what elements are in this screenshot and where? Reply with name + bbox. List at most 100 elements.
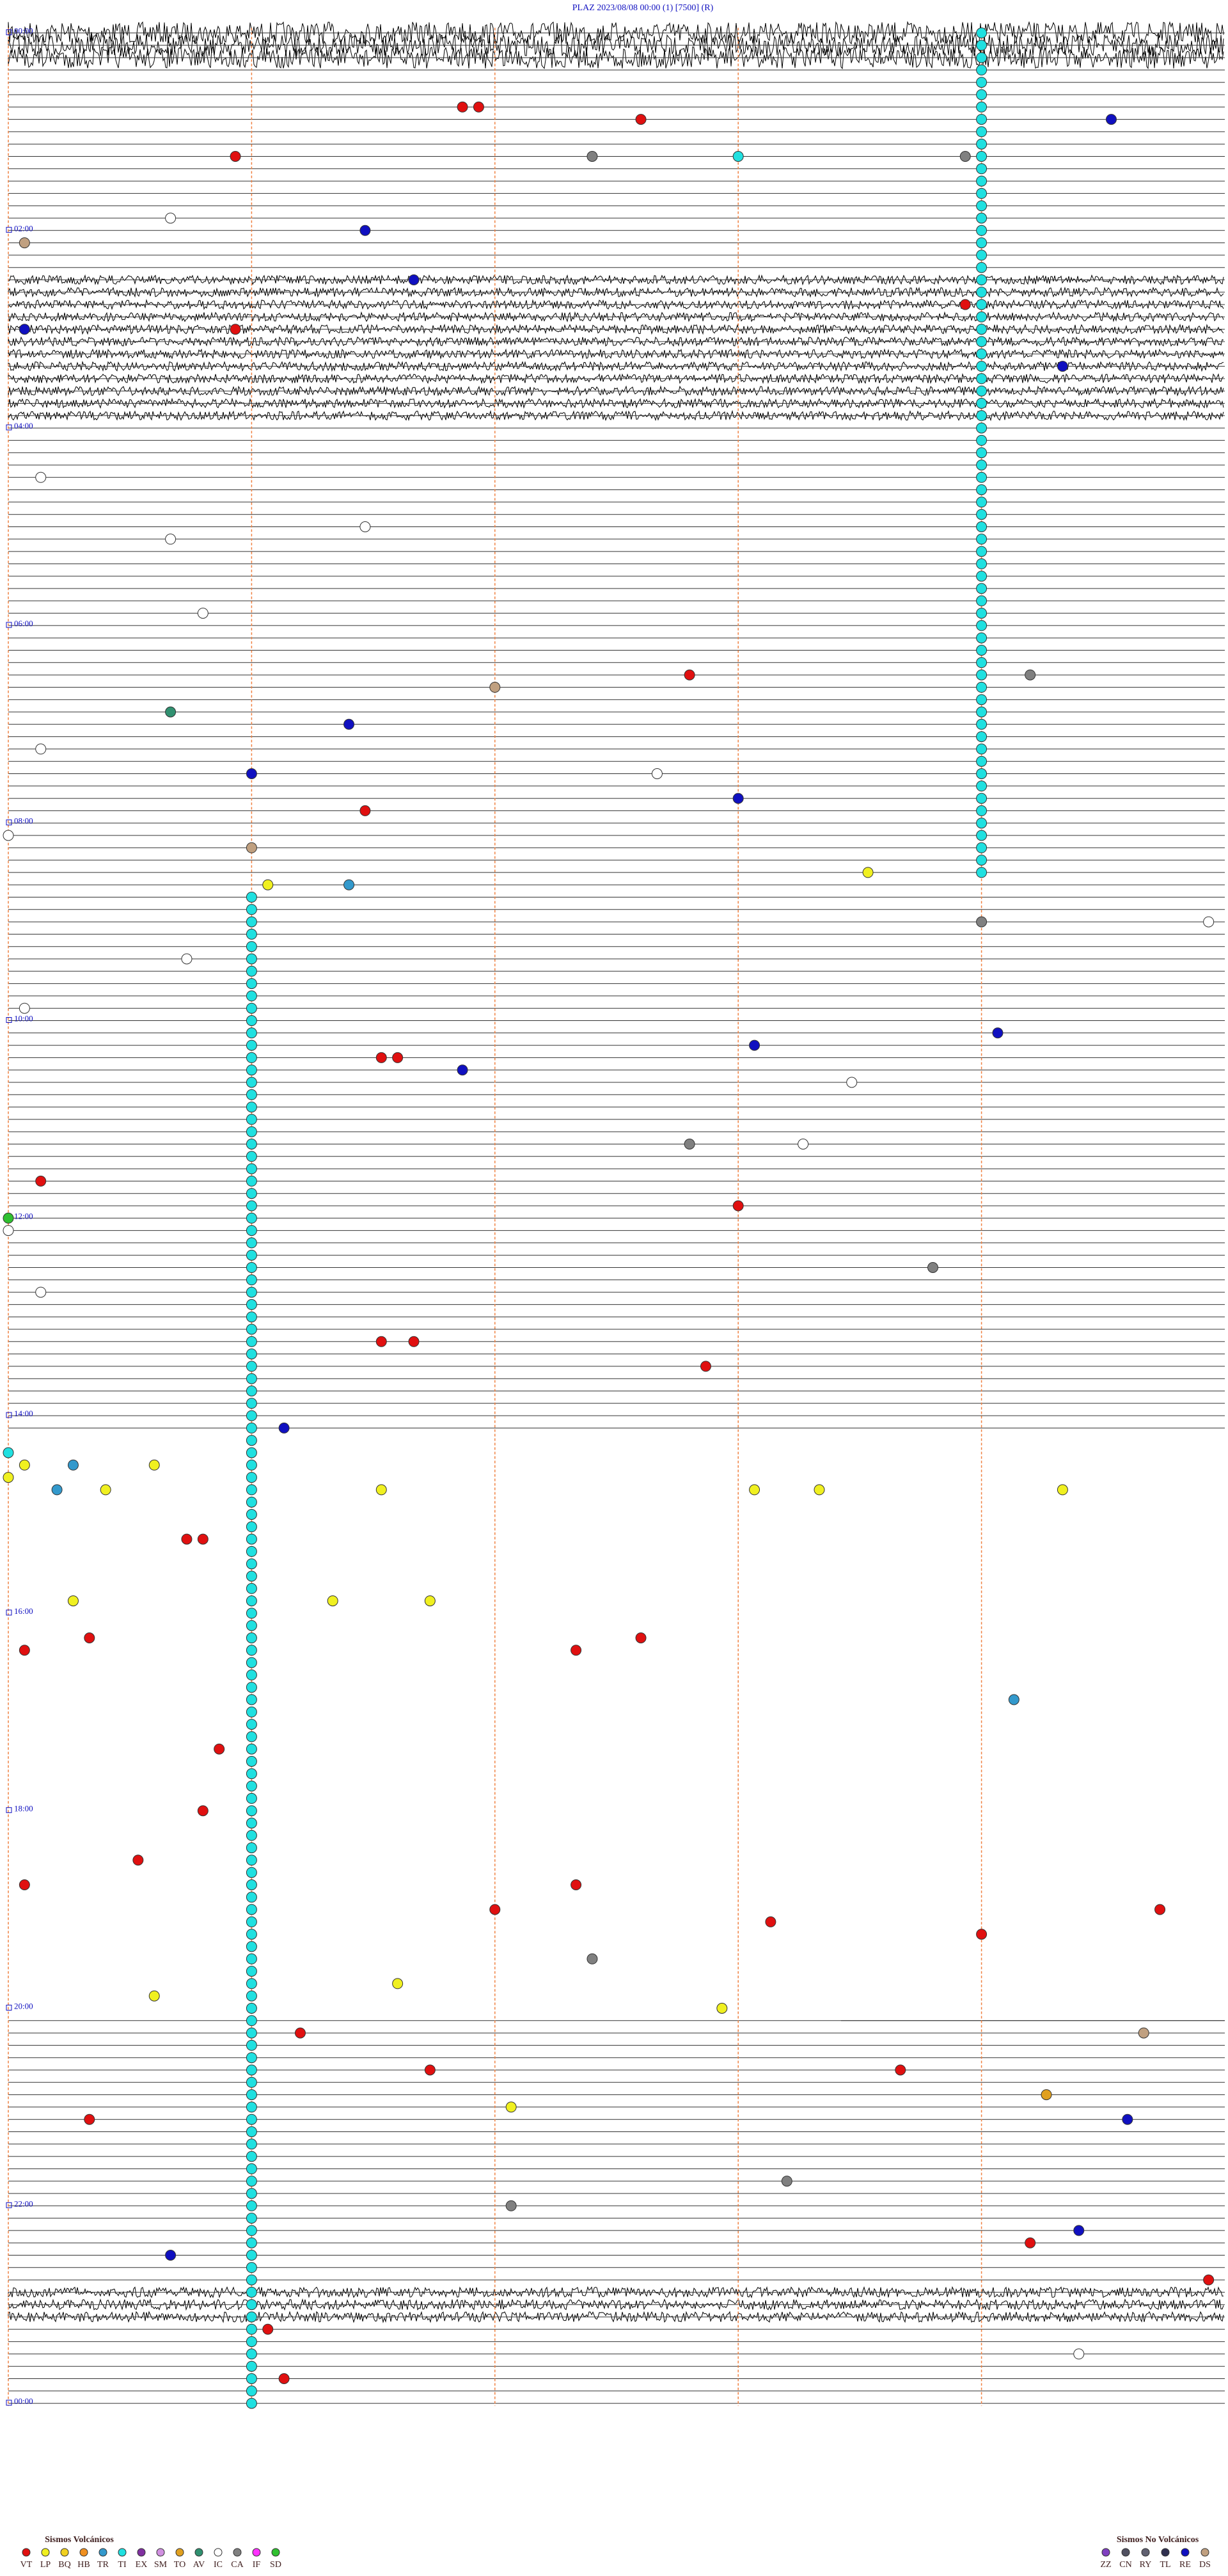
hour-label: 12:00 xyxy=(14,1211,33,1221)
event xyxy=(424,1595,436,1607)
episode-event xyxy=(246,1102,257,1113)
episode-event xyxy=(246,1719,257,1730)
episode-event xyxy=(246,1361,257,1372)
event xyxy=(19,1879,30,1890)
episode-event xyxy=(246,2089,257,2101)
legend-code: BQ xyxy=(58,2560,70,2570)
episode-event xyxy=(246,1558,257,1570)
hour-label: 06:00 xyxy=(14,619,33,628)
event xyxy=(959,299,971,310)
legend-code: SM xyxy=(154,2560,168,2570)
event xyxy=(457,101,468,113)
hour-label: 18:00 xyxy=(14,1804,33,1813)
episode-event xyxy=(246,1533,257,1545)
legend-swatch xyxy=(1161,2548,1170,2557)
event xyxy=(19,237,30,249)
episode-event xyxy=(246,1632,257,1643)
episode-event xyxy=(976,138,988,150)
hour-marker xyxy=(6,622,12,628)
episode-event xyxy=(246,1410,257,1421)
event xyxy=(165,533,177,545)
episode-event xyxy=(976,546,988,557)
waveform xyxy=(8,397,1224,409)
event xyxy=(505,2101,517,2113)
episode-event xyxy=(976,101,988,113)
event xyxy=(51,1484,63,1496)
legend-swatch xyxy=(98,2548,107,2557)
episode-event xyxy=(246,1237,257,1249)
event xyxy=(230,324,241,335)
episode-event xyxy=(246,1175,257,1187)
episode-event xyxy=(246,1645,257,1656)
episode-event xyxy=(976,583,988,594)
waveform xyxy=(8,2311,1224,2323)
legend-swatch xyxy=(1200,2548,1209,2557)
episode-event xyxy=(246,2126,257,2137)
legend-code: TL xyxy=(1160,2560,1170,2570)
episode-event xyxy=(976,64,988,75)
hour-label: 10:00 xyxy=(14,1013,33,1023)
hour-label: 02:00 xyxy=(14,223,33,233)
episode-event xyxy=(976,620,988,631)
hour-marker xyxy=(6,2202,12,2208)
event xyxy=(765,1916,776,1927)
event xyxy=(732,793,744,804)
event xyxy=(375,1336,387,1347)
event xyxy=(814,1484,825,1496)
event xyxy=(1025,2237,1036,2248)
episode-event xyxy=(246,1583,257,1594)
episode-event xyxy=(976,175,988,187)
legend-swatch xyxy=(252,2548,261,2557)
legend-title: Sismos No Volcánicos xyxy=(1117,2535,1199,2545)
episode-event xyxy=(976,28,988,38)
episode-event xyxy=(246,2039,257,2051)
episode-event xyxy=(246,1225,257,1237)
episode-event xyxy=(246,1002,257,1014)
event xyxy=(19,1645,30,1656)
episode-event xyxy=(246,2385,257,2397)
legend-title: Sismos Volcánicos xyxy=(45,2535,114,2545)
event xyxy=(67,1595,79,1607)
episode-event xyxy=(246,2151,257,2162)
episode-event xyxy=(976,447,988,459)
event xyxy=(635,1632,647,1643)
event xyxy=(246,842,257,853)
episode-event xyxy=(246,1126,257,1137)
hour-marker xyxy=(6,1807,12,1813)
episode-event xyxy=(246,2250,257,2261)
legend-code: RE xyxy=(1179,2560,1191,2570)
episode-event xyxy=(246,1274,257,1286)
event xyxy=(976,916,988,928)
episode-event xyxy=(246,1324,257,1335)
event xyxy=(3,1225,14,1237)
legend-swatch xyxy=(22,2548,31,2557)
episode-event xyxy=(976,595,988,606)
event xyxy=(424,2064,436,2076)
episode-event xyxy=(246,2200,257,2211)
hour-marker xyxy=(6,1017,12,1023)
episode-event xyxy=(976,274,988,285)
episode-event xyxy=(976,212,988,224)
episode-event xyxy=(246,1262,257,1273)
legend-swatch xyxy=(214,2548,223,2557)
event xyxy=(489,1904,501,1915)
hour-label: 00:00 xyxy=(14,26,33,35)
event xyxy=(19,1459,30,1471)
episode-event xyxy=(246,1052,257,1063)
episode-event xyxy=(246,1188,257,1199)
episode-event xyxy=(246,1792,257,1804)
episode-event xyxy=(246,1854,257,1866)
event xyxy=(294,2027,306,2039)
episode-event xyxy=(246,2336,257,2348)
episode-event xyxy=(976,484,988,496)
legend-swatch xyxy=(137,2548,146,2557)
event xyxy=(262,2323,274,2335)
event xyxy=(262,879,274,890)
waveform xyxy=(8,20,1224,45)
legend-swatch xyxy=(156,2548,165,2557)
episode-event xyxy=(976,89,988,100)
legend-code: HB xyxy=(77,2560,90,2570)
episode-event xyxy=(246,2237,257,2248)
episode-event xyxy=(976,52,988,63)
event xyxy=(3,1447,14,1458)
